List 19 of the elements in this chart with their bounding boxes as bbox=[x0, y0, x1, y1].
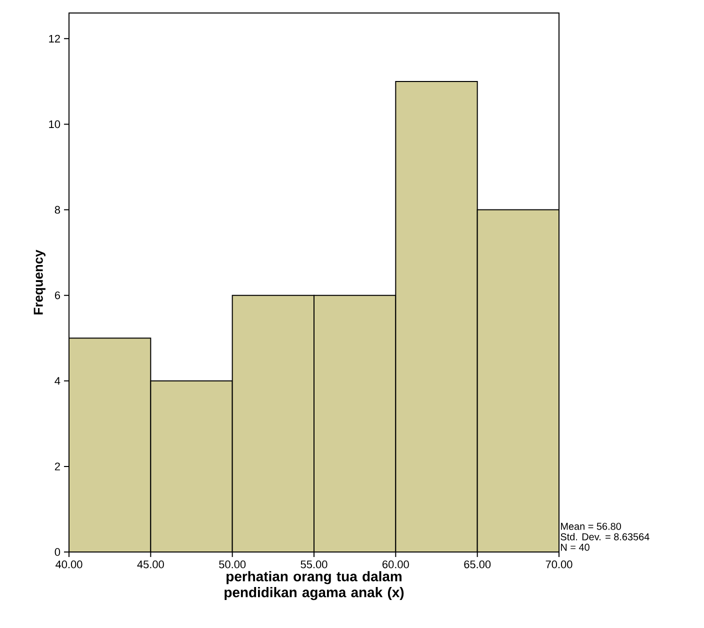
x-tick-label: 50.00 bbox=[219, 560, 246, 568]
y-tick-label: 12 bbox=[49, 34, 60, 42]
y-axis-title: Frequency bbox=[34, 250, 46, 314]
x-tick-label: 70.00 bbox=[546, 560, 572, 568]
x-tick-label: 45.00 bbox=[137, 560, 164, 568]
x-tick-label: 60.00 bbox=[382, 560, 409, 568]
x-tick-label: 55.00 bbox=[300, 560, 328, 568]
text: Mean = 56.80 bbox=[561, 522, 622, 530]
text: N = 40 bbox=[561, 544, 590, 551]
y-tick-label: 4 bbox=[54, 377, 60, 385]
y-tick-label: 2 bbox=[54, 462, 60, 470]
x-tick-label: 65.00 bbox=[464, 560, 491, 568]
text: Std. Dev. = 8.63564 bbox=[560, 533, 650, 540]
y-tick-label: 8 bbox=[54, 206, 60, 214]
x-tick-label: 40.00 bbox=[56, 560, 82, 568]
y-tick-label: 0 bbox=[54, 548, 60, 556]
y-tick-label: 10 bbox=[49, 120, 60, 128]
y-tick-label: 6 bbox=[54, 291, 60, 300]
x-axis-title: perhatian orang tua dalam pendidikan agama anak (x) bbox=[224, 571, 404, 600]
